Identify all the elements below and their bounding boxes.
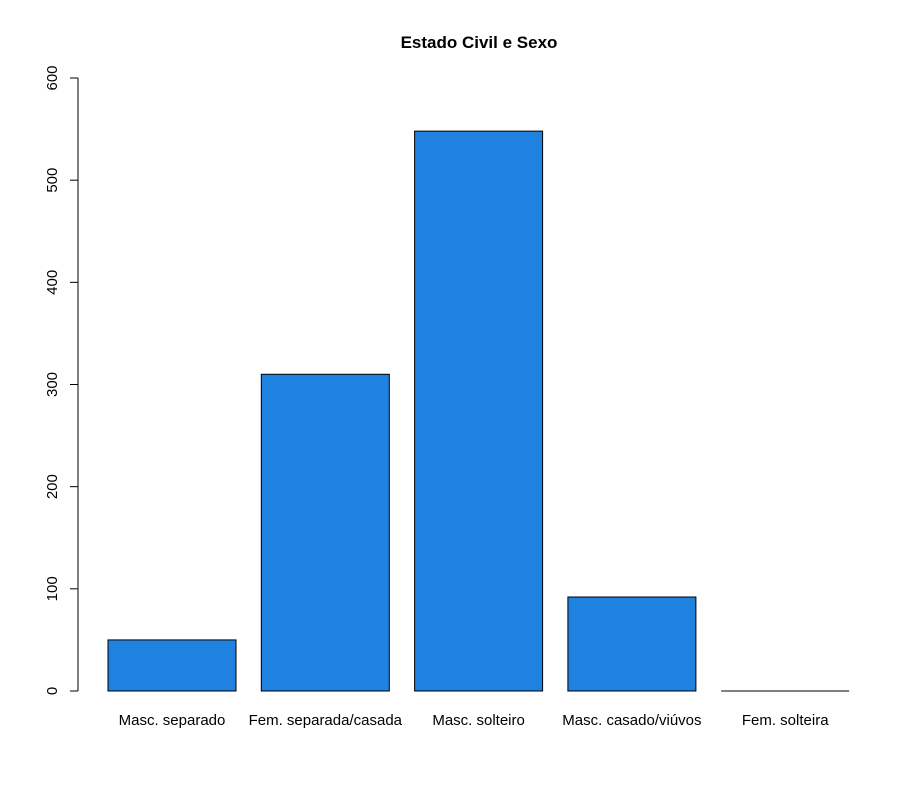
chart-title: Estado Civil e Sexo bbox=[401, 33, 558, 52]
x-category-label: Fem. separada/casada bbox=[249, 712, 403, 729]
x-category-label: Fem. solteira bbox=[742, 712, 829, 729]
y-tick-label: 0 bbox=[44, 687, 61, 695]
bar bbox=[260, 373, 390, 692]
x-category-label: Masc. casado/viúvos bbox=[562, 712, 701, 729]
y-tick-label: 600 bbox=[44, 65, 61, 90]
x-category-label: Masc. solteiro bbox=[432, 712, 525, 729]
y-tick-label: 500 bbox=[44, 168, 61, 193]
bar bbox=[107, 639, 237, 692]
bars bbox=[107, 130, 850, 692]
y-axis: 0 100 200 300 400 500 600 bbox=[44, 65, 79, 695]
bar bbox=[567, 596, 697, 692]
y-tick-label: 400 bbox=[44, 270, 61, 295]
x-axis-labels: Masc. separado Fem. separada/casada Masc. … bbox=[119, 712, 830, 729]
bar bbox=[414, 130, 544, 692]
y-tick-label: 100 bbox=[44, 576, 61, 601]
x-category-label: Masc. separado bbox=[119, 712, 226, 729]
y-tick-label: 300 bbox=[44, 372, 61, 397]
y-tick-label: 200 bbox=[44, 474, 61, 499]
